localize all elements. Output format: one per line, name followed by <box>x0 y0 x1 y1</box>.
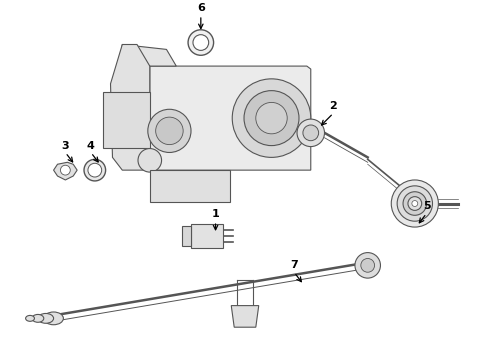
Ellipse shape <box>25 315 34 321</box>
Circle shape <box>403 192 427 215</box>
Circle shape <box>193 35 209 50</box>
Circle shape <box>232 79 311 157</box>
Ellipse shape <box>32 314 44 322</box>
Circle shape <box>138 149 162 172</box>
Text: 5: 5 <box>423 201 430 211</box>
Circle shape <box>244 91 299 145</box>
Circle shape <box>84 159 106 181</box>
Polygon shape <box>231 306 259 327</box>
Polygon shape <box>150 170 230 202</box>
Circle shape <box>156 117 183 145</box>
Polygon shape <box>103 91 150 148</box>
Ellipse shape <box>38 314 53 323</box>
Circle shape <box>188 30 214 55</box>
Circle shape <box>60 165 70 175</box>
Text: 4: 4 <box>87 140 95 150</box>
Circle shape <box>256 102 287 134</box>
Ellipse shape <box>44 312 63 325</box>
Circle shape <box>361 258 374 272</box>
Text: 2: 2 <box>329 101 337 111</box>
Circle shape <box>355 253 380 278</box>
Text: 6: 6 <box>197 3 205 13</box>
Polygon shape <box>111 45 150 170</box>
Circle shape <box>297 119 324 147</box>
Circle shape <box>148 109 191 153</box>
Polygon shape <box>121 45 176 66</box>
Polygon shape <box>182 226 191 246</box>
Circle shape <box>391 180 439 227</box>
Circle shape <box>397 186 433 221</box>
Polygon shape <box>150 66 311 170</box>
Text: 7: 7 <box>290 260 298 270</box>
Circle shape <box>408 197 422 210</box>
Circle shape <box>303 125 318 141</box>
Circle shape <box>88 163 102 177</box>
Text: 1: 1 <box>212 209 220 219</box>
Polygon shape <box>191 224 223 248</box>
Polygon shape <box>53 162 77 180</box>
Circle shape <box>412 201 418 207</box>
Text: 3: 3 <box>62 140 69 150</box>
